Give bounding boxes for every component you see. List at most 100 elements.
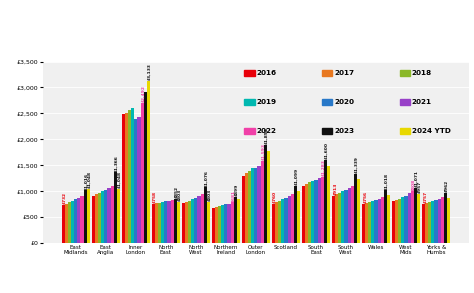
Text: £1,071: £1,071 [415,170,419,187]
Bar [92,197,95,243]
Bar [234,197,237,243]
Bar [224,204,228,243]
Bar [305,184,308,243]
Bar [182,203,185,243]
Bar [188,200,191,243]
Bar [114,172,117,243]
Bar [431,201,435,243]
Bar [314,180,318,243]
Bar [62,205,65,243]
Bar [338,193,341,243]
Bar [398,199,401,243]
Text: £756: £756 [363,191,367,203]
Bar [368,202,372,243]
Text: £1,048: £1,048 [88,171,91,188]
Bar [230,202,234,243]
Text: 2024 YTD: 2024 YTD [412,128,451,134]
Bar [311,181,314,243]
Bar [332,196,335,243]
Bar [357,179,360,243]
Bar [242,176,245,243]
Bar [401,197,404,243]
Bar [365,203,368,243]
Bar [171,200,173,243]
Bar [275,202,278,243]
Bar [345,190,347,243]
Bar [218,206,221,243]
Bar [248,171,251,243]
Bar [140,103,144,243]
Text: £681: £681 [232,189,236,202]
Bar [137,117,140,243]
Bar [146,81,150,243]
Text: £1,018: £1,018 [385,173,389,190]
Bar [404,195,408,243]
Bar [387,195,390,243]
Text: £962: £962 [445,180,449,193]
Bar [378,199,381,243]
Text: £852: £852 [175,186,179,198]
Bar [237,199,240,243]
Bar [215,207,218,243]
Bar [444,193,447,243]
Bar [167,201,171,243]
Bar [261,161,264,243]
Bar [408,193,410,243]
Bar [95,194,98,243]
Bar [110,186,114,243]
Bar [372,201,374,243]
Bar [272,204,275,243]
Bar [194,197,198,243]
Bar [128,110,131,243]
Bar [351,186,354,243]
Bar [108,188,110,243]
Text: 2018: 2018 [412,70,432,76]
Text: £757: £757 [423,191,427,203]
Bar [158,203,161,243]
Bar [278,201,282,243]
Bar [131,108,134,243]
Bar [410,191,414,243]
Bar [198,196,201,243]
Bar [177,202,180,243]
Bar [264,145,267,243]
Text: £899: £899 [235,183,239,196]
Bar [335,194,338,243]
Bar [288,196,291,243]
Text: £1,339: £1,339 [355,156,359,173]
Bar [152,204,155,243]
Bar [68,202,71,243]
Bar [87,189,90,243]
Bar [81,196,83,243]
Bar [74,199,77,243]
Bar [98,193,101,243]
Bar [117,189,120,243]
Bar [308,182,311,243]
Bar [297,191,300,243]
Bar [134,119,137,243]
Bar [447,197,450,243]
Bar [425,203,428,243]
Text: £1,016: £1,016 [85,173,89,190]
Bar [161,202,164,243]
Bar [320,177,324,243]
Text: 2021: 2021 [412,99,432,105]
Bar [324,160,327,243]
Bar [104,190,108,243]
Bar [164,201,167,243]
Bar [244,70,255,76]
Text: 2017: 2017 [334,70,354,76]
Text: £803: £803 [178,189,182,201]
Text: £1,593: £1,593 [262,143,265,160]
Bar [244,99,255,105]
Bar [381,197,383,243]
Bar [417,193,420,243]
Bar [291,194,294,243]
Bar [201,194,204,243]
Bar [327,166,330,243]
Bar [354,174,357,243]
Text: £803: £803 [208,189,212,201]
Bar [101,191,104,243]
Text: £1,076: £1,076 [205,170,209,187]
Bar [77,197,81,243]
